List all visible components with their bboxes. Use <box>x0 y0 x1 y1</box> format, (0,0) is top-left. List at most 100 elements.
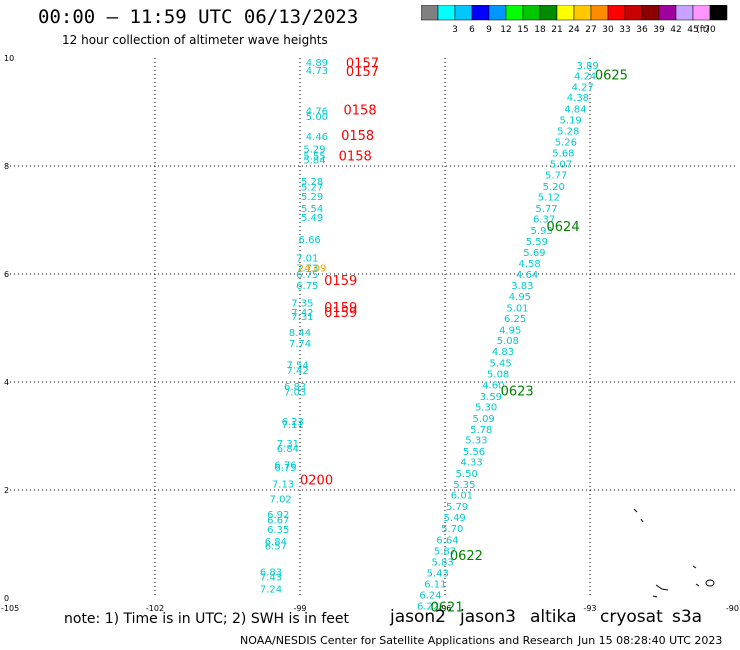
mission-jason2: jason2 <box>390 607 446 627</box>
swh-value: 6.92 <box>267 510 289 521</box>
legend-tick-label: 30 <box>602 25 614 35</box>
swh-value: 7.03 <box>284 388 306 399</box>
swh-value: 5.77 <box>545 170 567 181</box>
coastline <box>652 595 658 598</box>
swh-value: 5.56 <box>463 447 485 458</box>
swh-value: 4.84 <box>564 105 586 116</box>
swh-value: 6.11 <box>424 580 446 591</box>
swh-value: 4.73 <box>306 66 328 77</box>
swh-value: 5.09 <box>473 414 495 425</box>
swh-value: 7.43 <box>260 573 282 584</box>
y-tick-label: 4 <box>4 378 9 387</box>
swh-value: 7.01 <box>296 254 318 265</box>
y-tick-label: 0 <box>4 594 9 603</box>
swh-value: 6.83 <box>260 567 282 578</box>
swh-value: 6.23 <box>282 417 304 428</box>
swh-value: 5.12 <box>538 193 560 204</box>
swh-value: 4.24 <box>574 72 596 83</box>
credit-line: NOAA/NESDIS Center for Satellite Applica… <box>240 634 574 647</box>
swh-value: 5.49 <box>301 213 323 224</box>
swh-value: 6.64 <box>436 535 458 546</box>
legend-tick-label: 24 <box>568 25 580 35</box>
swh-value: 6.75 <box>274 463 296 474</box>
swh-value: 4.60 <box>482 380 504 391</box>
island-outline <box>705 579 715 587</box>
swh-value: 5.33 <box>465 436 487 447</box>
legend-tick-label: 18 <box>534 25 546 35</box>
swh-value: 5.69 <box>523 248 545 259</box>
generation-timestamp: Jun 15 08:28:40 UTC 2023 <box>578 634 723 647</box>
swh-value: 4.89 <box>306 58 328 69</box>
legend-swatch <box>709 5 728 21</box>
swh-value: 6.24 <box>419 591 441 602</box>
swh-value: 5.68 <box>552 148 574 159</box>
pass-time-label: 0625 <box>595 69 628 84</box>
swh-value: 4.33 <box>460 458 482 469</box>
swh-value: 4.76 <box>306 107 328 118</box>
swh-value: 5.54 <box>301 204 323 215</box>
mission-s3a: s3a <box>672 607 703 627</box>
swh-value: 6.84 <box>265 537 287 548</box>
pass-time-label: 0624 <box>547 220 580 235</box>
swh-value: 4.58 <box>518 259 540 270</box>
swh-value: 5.77 <box>535 204 557 215</box>
x-tick-label: -90 <box>726 604 739 613</box>
swh-value: 5.45 <box>489 358 511 369</box>
swh-value: 5.27 <box>301 182 323 193</box>
swh-value: 5.84 <box>303 155 325 166</box>
legend-tick-label: 36 <box>636 25 648 35</box>
swh-value: 5.00 <box>306 112 328 123</box>
swh-value: 7.42 <box>286 366 308 377</box>
swh-value: 5.29 <box>301 192 323 203</box>
coastline <box>692 565 697 569</box>
swh-value: 6.66 <box>299 235 321 246</box>
mission-altika: altika <box>530 607 577 627</box>
swh-value: 7.11 <box>282 420 304 431</box>
legend-tick-label: 70 <box>704 25 716 35</box>
coastline <box>633 508 638 513</box>
swh-value: 5.83 <box>431 558 453 569</box>
swh-value: 5.50 <box>456 469 478 480</box>
legend-tick-label: 21 <box>551 25 562 35</box>
swh-value: 4.95 <box>499 325 521 336</box>
swh-value: 5.26 <box>555 137 577 148</box>
swh-value: 5.55 <box>303 152 325 163</box>
swh-value: 3.59 <box>480 392 502 403</box>
swh-value: 5.59 <box>526 237 548 248</box>
pass-time-label: 0158 <box>344 104 377 119</box>
swh-value: 5.78 <box>470 425 492 436</box>
pass-time-label: 0621 <box>431 601 464 616</box>
legend-tick-label: 3 <box>452 25 458 35</box>
swh-value: 6.76 <box>274 460 296 471</box>
legend-tick-label: 33 <box>619 25 630 35</box>
swh-value: 6.25 <box>504 314 526 325</box>
swh-value: 6.22 <box>417 601 439 612</box>
swh-value: 4.95 <box>509 292 531 303</box>
swh-value: 5.08 <box>487 370 509 381</box>
swh-value: 5.30 <box>475 403 497 414</box>
swh-value: 7.24 <box>260 585 282 596</box>
legend-unit: (ft) <box>696 25 710 35</box>
swh-value: 7.31 <box>277 439 299 450</box>
swh-value: 7.42 <box>291 308 313 319</box>
x-tick-label: -93 <box>583 604 596 613</box>
legend-tick-label: 27 <box>585 25 596 35</box>
pass-time-label: 0622 <box>450 549 483 564</box>
y-tick-label: 2 <box>4 486 9 495</box>
pass-time-label: 0157 <box>346 65 379 80</box>
swh-value: 6.84 <box>277 444 299 455</box>
swh-value: 7.74 <box>289 339 311 350</box>
swh-value: 5.28 <box>301 177 323 188</box>
coastline <box>695 583 700 587</box>
x-tick-label: -105 <box>1 604 19 613</box>
x-tick-label: -99 <box>293 604 306 613</box>
swh-value: 8.44 <box>289 328 311 339</box>
swh-value: 7.73 <box>296 263 318 274</box>
mission-jason3: jason3 <box>460 607 516 627</box>
swh-value: 6.37 <box>533 215 555 226</box>
swh-value: 7.13 <box>272 479 294 490</box>
swh-value: 6.01 <box>451 491 473 502</box>
swh-value: 6.83 <box>284 382 306 393</box>
swh-value: 7.35 <box>291 298 313 309</box>
pass-time-label: 0158 <box>339 150 372 165</box>
